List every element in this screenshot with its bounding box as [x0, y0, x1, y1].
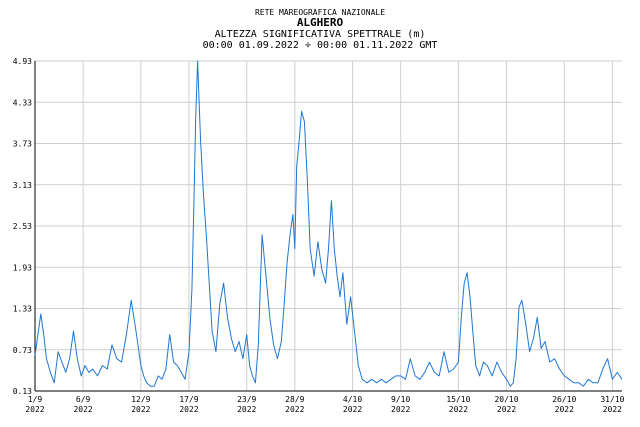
- x-tick-year: 2022: [237, 405, 256, 414]
- x-tick-year: 2022: [603, 405, 622, 414]
- series-layer: [34, 60, 623, 387]
- x-tick-year: 2022: [497, 405, 516, 414]
- grid: [34, 60, 622, 392]
- y-tick-label: 3.13: [13, 181, 32, 190]
- series-line: [34, 60, 623, 387]
- y-tick-labels: 0.13 0.73 1.33 1.93 2.53 3.13 3.73 4.33 4.93: [13, 57, 32, 396]
- x-tick-label: 20/10: [494, 395, 518, 404]
- y-tick-label: 1.33: [13, 305, 32, 314]
- x-tick-label: 28/9: [285, 395, 304, 404]
- y-tick-label: 2.53: [13, 222, 32, 231]
- x-tick-label: 26/10: [552, 395, 576, 404]
- x-tick-year: 2022: [343, 405, 362, 414]
- station-title: ALGHERO: [296, 16, 344, 29]
- x-tick-year: 2022: [555, 405, 574, 414]
- x-tick-year: 2022: [179, 405, 198, 414]
- x-tick-year: 2022: [285, 405, 304, 414]
- network-title: RETE MAREOGRAFICA NAZIONALE: [254, 8, 386, 17]
- y-tick-label: 4.93: [13, 57, 32, 66]
- x-tick-label: 23/9: [237, 395, 256, 404]
- x-tick-year: 2022: [449, 405, 468, 414]
- time-period: 00:00 01.09.2022 ÷ 00:00 01.11.2022 GMT: [202, 40, 438, 51]
- x-tick-year: 2022: [131, 405, 150, 414]
- x-tick-year: 2022: [73, 405, 92, 414]
- y-tick-label: 3.73: [13, 140, 32, 149]
- x-tick-label: 31/10: [600, 395, 624, 404]
- x-tick-label: 1/9: [28, 395, 43, 404]
- x-tick-label: 12/9: [131, 395, 150, 404]
- x-tick-year: 2022: [25, 405, 44, 414]
- x-tick-label: 9/10: [391, 395, 410, 404]
- x-tick-label: 6/9: [76, 395, 91, 404]
- x-tick-labels: 1/920226/9202212/9202217/9202223/9202228…: [25, 395, 624, 414]
- x-tick-label: 4/10: [343, 395, 362, 404]
- x-tick-year: 2022: [391, 405, 410, 414]
- y-tick-label: 0.73: [13, 346, 32, 355]
- y-tick-label: 4.33: [13, 98, 32, 107]
- axes: [34, 61, 622, 392]
- chart-title: ALTEZZA SIGNIFICATIVA SPETTRALE (m): [214, 29, 426, 40]
- x-tick-label: 15/10: [446, 395, 470, 404]
- x-tick-label: 17/9: [179, 395, 198, 404]
- y-tick-label: 1.93: [13, 263, 32, 272]
- y-tick-label: 0.13: [13, 387, 32, 396]
